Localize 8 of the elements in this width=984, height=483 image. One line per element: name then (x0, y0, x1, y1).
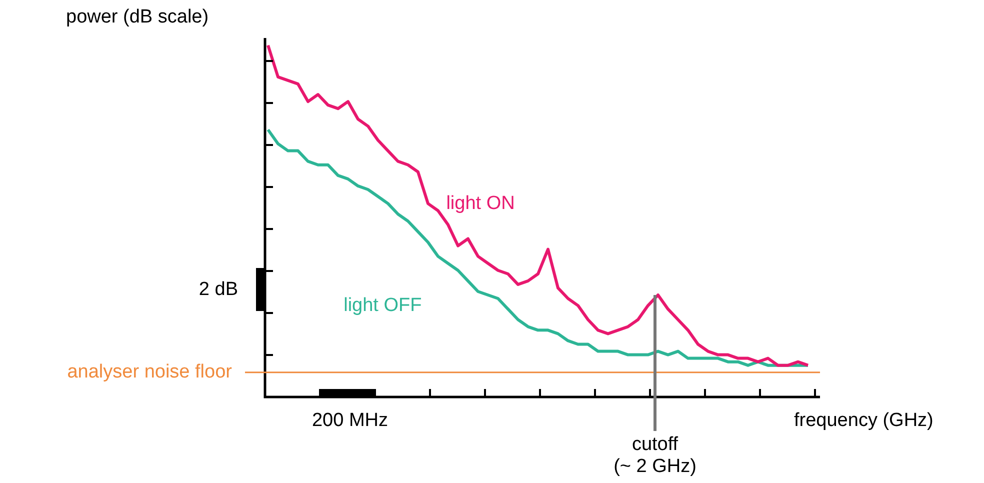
text: light OFF (344, 294, 422, 316)
y-axis-title: power (dB scale) (66, 6, 209, 28)
x-axis-title: frequency (GHz) (794, 410, 934, 432)
text: 200 MHz (312, 410, 388, 432)
ref-line-label: analyser noise floor (67, 362, 233, 383)
series-label: light ON (446, 192, 515, 214)
text: 2 dB (198, 279, 238, 300)
annotation: cutoff (~ 2 GHz) (614, 434, 696, 478)
